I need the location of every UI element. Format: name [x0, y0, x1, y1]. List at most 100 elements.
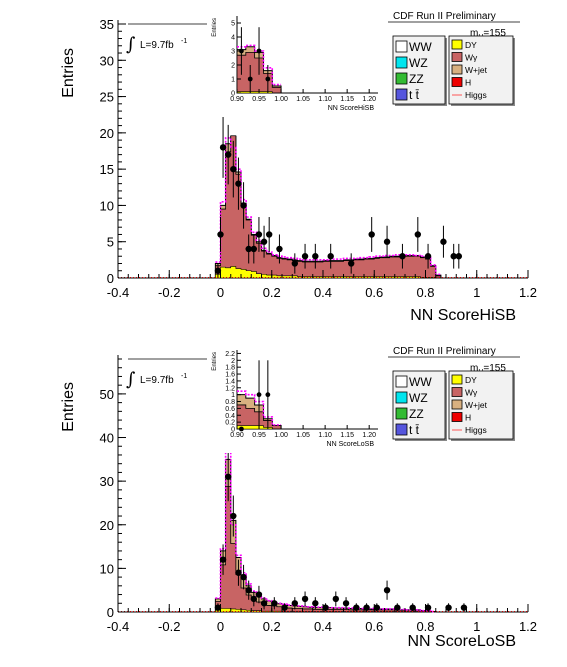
p1-y-axis-title: Entries [60, 48, 77, 98]
p1-legend-swatch-H [451, 77, 463, 87]
p1-x-tick-label-3: 0.2 [263, 285, 281, 300]
p1-inset-x-tick-label-6: 1.20 [362, 96, 376, 103]
p2-data-point-14 [312, 600, 319, 607]
p1-data-point-20 [399, 253, 406, 260]
p1-data-point-19 [383, 238, 391, 245]
p2-legend-label-Higgs: Higgs [465, 425, 487, 435]
p2-legend-swatch-ZZ [395, 407, 408, 420]
p2-integral-sign: ∫ [126, 369, 136, 390]
p1-data-point-18 [368, 231, 375, 238]
p1-legend-swatch-DY [451, 39, 463, 50]
p2-legend-swatch-tt [395, 423, 408, 436]
p2-legend-swatch-Wgamma [451, 387, 463, 397]
p1-data-point-6 [240, 202, 247, 209]
p1-legend-label-H: H [465, 78, 471, 88]
p2-data-point-15 [322, 604, 329, 611]
p2-inset-y-tick-label-8: 1.6 [225, 372, 235, 379]
p1-inset-y-tick-label-1: 1 [231, 77, 235, 84]
p1-data-point-13 [291, 260, 299, 267]
p2-lumi-sup: -1 [181, 373, 187, 380]
p2-x-tick-label-5: 0.6 [365, 619, 383, 634]
p2-inset-y-tick-label-7: 1.4 [225, 378, 235, 385]
p2-inset-chart: 0.90 0.95 1.00 1.05 1.10 1.15 1.20 00.20.40.60.… [207, 342, 384, 453]
p2-y-tick-label-1: 10 [100, 561, 114, 576]
p1-inset-x-tick-label-1: 0.95 [252, 96, 266, 103]
p1-legend-swatch-Wjet [451, 64, 463, 75]
p1-inset-data-point-1 [247, 76, 253, 82]
p2-data-point-21 [383, 586, 391, 594]
p1-inset-data-point-2 [256, 48, 262, 54]
p1-inset-y-axis-title: Entries [212, 18, 218, 37]
p1-inset-x-tick-label-3: 1.05 [296, 96, 310, 103]
p2-data-point-7 [250, 595, 258, 603]
p2-data-point-26 [460, 604, 468, 611]
p1-data-point-5 [235, 180, 242, 187]
p2-data-point-5 [240, 573, 247, 581]
p1-data-point-24 [450, 253, 457, 260]
p2-legend-label-WZ: WZ [409, 391, 428, 405]
p1-data-point-1 [217, 231, 224, 238]
p2-inset-x-tick-label-2: 1.00 [274, 432, 288, 439]
p1-inset-y-tick-label-3: 3 [231, 49, 235, 56]
p1-data-point-21 [414, 231, 422, 238]
p1-data-point-4 [230, 165, 237, 173]
p2-inset-y-tick-label-1: 0.2 [225, 420, 235, 427]
p1-legend-swatch-Wgamma [451, 52, 463, 62]
chart-panel-1: -0.4 -0.2 0 0.2 0.4 0.6 0.8 1 1.205101520253035N… [60, 8, 537, 324]
p1-data-point-16 [327, 253, 334, 260]
p2-legend-label-DY: DY [465, 375, 477, 385]
p2-data-point-1 [219, 556, 227, 563]
p2-data-point-0 [214, 604, 222, 611]
p2-inset-y-tick-label-5: 1 [231, 392, 235, 399]
p1-data-point-7 [245, 245, 252, 253]
p2-y-axis-title: Entries [60, 382, 77, 432]
p1-legend-label-WW: WW [409, 40, 432, 54]
p1-inset-x-tick-label-0: 0.90 [230, 96, 244, 103]
p2-data-point-16 [332, 595, 340, 603]
p2-legend-label-H: H [465, 413, 471, 423]
p1-legend-swatch-ZZ [395, 72, 408, 85]
p2-legend-label-Wgamma: Wγ [465, 388, 478, 398]
p1-x-tick-label-8: 1.2 [519, 285, 537, 300]
p2-y-tick-label-4: 40 [100, 431, 114, 446]
p2-data-point-13 [301, 595, 309, 603]
p2-inset-y-tick-label-10: 2 [231, 358, 235, 365]
p2-legend-swatch-DY [451, 374, 463, 385]
p1-higgs-line [215, 137, 441, 276]
p2-inset-y-tick-label-0: 0 [231, 427, 235, 434]
p2-y-tick-label-3: 30 [100, 474, 114, 489]
p2-legend-swatch-WZ [395, 391, 408, 404]
p1-legend-label-Wjet: W+jet [465, 65, 488, 75]
p2-x-tick-label-4: 0.4 [314, 619, 332, 634]
p1-inset-x-tick-label-2: 1.00 [274, 96, 288, 103]
p1-data-point-9 [255, 231, 263, 238]
p2-x-tick-label-2: 0 [217, 619, 224, 634]
p2-data-point-18 [353, 604, 360, 611]
p2-data-point-3 [230, 512, 237, 520]
p2-data-point-4 [235, 569, 242, 576]
p1-inset-x-axis-title: NN ScoreHiSB [328, 105, 375, 112]
p1-inset-y-tick-label-0: 0 [231, 91, 235, 98]
p2-inset-data-point-2 [265, 392, 271, 398]
p2-data-point-23 [409, 604, 416, 611]
p2-y-tick-label-5: 50 [100, 387, 114, 402]
p2-inset-x-tick-label-0: 0.90 [230, 432, 244, 439]
p1-integral-sign: ∫ [126, 34, 136, 55]
p2-inset-y-tick-label-11: 2.2 [225, 351, 235, 358]
p2-data-point-10 [271, 600, 278, 607]
p2-inset-stack-dy [236, 425, 378, 430]
p1-lumi-sup: -1 [181, 38, 187, 45]
p2-data-point-24 [424, 604, 432, 611]
p2-data-point-19 [363, 604, 370, 611]
p2-legend-label-tt: t t̄ [409, 423, 420, 437]
p2-legend-label-WW: WW [409, 375, 432, 389]
p2-legend-swatch-Wjet [451, 399, 463, 410]
p2-legend-swatch-WW [395, 375, 408, 388]
p2-luminosity-label: ∫ L=9.7fb -1 [126, 358, 220, 390]
p2-data-point-2 [224, 473, 232, 480]
p2-inset-y-tick-label-3: 0.6 [225, 406, 235, 413]
p2-data-point-20 [373, 604, 381, 611]
p2-inset-x-tick-label-4: 1.10 [318, 432, 332, 439]
